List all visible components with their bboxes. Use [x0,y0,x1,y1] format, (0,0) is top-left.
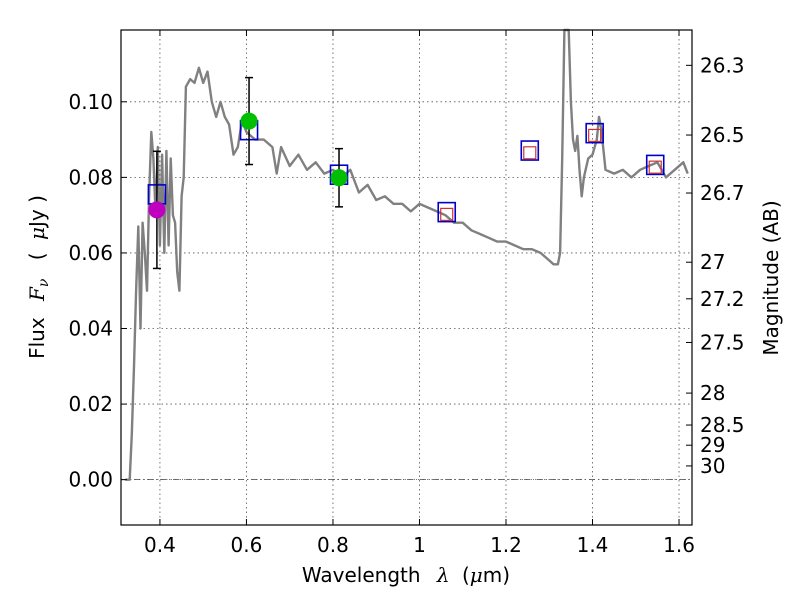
y-tick-label: 0.02 [68,392,113,416]
y-tick-label: 0.04 [68,317,113,341]
y2-tick-label: 27 [700,250,725,274]
x-tick-label: 1.2 [490,533,522,557]
y-axis-label-unit-close: Jy ) [25,195,49,229]
y-axis-label: Flux Fν ( μJy ) [25,195,53,359]
y-tick-label: 0.00 [68,468,113,492]
y2-tick-label: 29 [700,433,725,457]
x-tick-label: 0.8 [317,533,349,557]
model-photometry-point [585,122,604,144]
y-tick-label: 0.10 [68,90,113,114]
x-axis-label-unit-mu: μ [470,563,483,587]
plot-frame [120,29,693,526]
y2-tick-label: 26.5 [700,123,745,147]
plot-area [125,28,689,481]
filter-photometry-point [588,128,602,143]
y2-axis-label: Magnitude (AB) [759,200,783,355]
model-photometry-point [645,154,665,176]
x-tick-label: 0.6 [231,533,263,557]
y-tick-label: 0.08 [68,165,113,189]
y2-tick-label: 28 [700,381,725,405]
x-axis: 0.4 0.6 0.8 1 1.2 1.4 1.6 [144,30,695,557]
filter-photometry-point [440,207,454,221]
y2-tick-label: 26.3 [700,53,745,77]
x-tick-label: 1.6 [663,533,695,557]
x-axis-label-text: Wavelength [302,563,421,587]
model-spectrum-line [125,28,689,481]
y2-tick-label: 26.7 [700,181,745,205]
y-axis-label-unit-mu: μ [25,227,49,240]
model-photometry-point [437,201,457,223]
x-axis-label-unit-open: ( [462,563,470,587]
y-axis-label-subscript: ν [36,278,52,287]
x-tick-label: 1.4 [577,533,609,557]
y2-tick-label: 27.2 [700,287,745,311]
y-tick-label: 0.06 [68,241,113,265]
observed-point [148,201,166,219]
model-photometry-point [520,140,540,161]
y-axis-label-unit-open: ( [25,252,49,260]
x-axis-label-symbol: λ [436,563,450,587]
y-axis-left: 0.00 0.02 0.04 0.06 0.08 0.10 [68,90,127,492]
y2-tick-label: 28.5 [700,413,745,437]
observed-point [240,112,258,130]
y2-tick-label: 27.5 [700,330,745,354]
x-tick-label: 0.4 [144,533,176,557]
x-axis-label: Wavelength λ (μm) [302,563,510,587]
observed-point [330,169,348,187]
x-axis-label-unit-close: m) [483,563,510,587]
grid [121,30,692,525]
y-axis-label-text: Flux [25,317,49,359]
x-tick-label: 1 [413,533,426,557]
y-axis-label-symbol: F [25,286,49,302]
y2-tick-label: 30 [700,454,725,478]
filter-photometry-point [523,146,537,160]
filter-photometry-point [648,160,662,174]
